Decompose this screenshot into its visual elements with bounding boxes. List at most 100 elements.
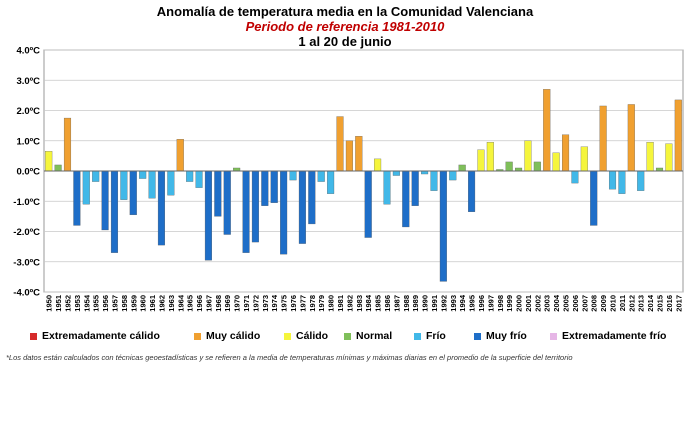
bar-2017 [674,99,682,172]
x-tick-label: 1983 [355,295,364,312]
bar-1953 [73,170,81,226]
bar-2003 [543,89,551,172]
x-tick-label: 1986 [383,295,392,312]
x-tick-label: 1971 [242,295,251,312]
x-tick-label: 1968 [214,295,223,312]
x-tick-label: 1965 [186,295,195,312]
bar-1980 [327,170,335,194]
x-tick-label: 2016 [665,295,674,312]
x-tick-label: 1995 [468,295,477,312]
x-tick-label: 1957 [110,295,119,312]
x-tick-label: 1998 [496,295,505,312]
x-tick-label: 1997 [486,295,495,312]
x-tick-label: 1970 [233,295,242,312]
x-tick-label: 1987 [392,295,401,312]
x-tick-label: 2000 [515,295,524,312]
legend-label: Muy frío [486,330,527,342]
bar-1987 [392,170,400,176]
bar-2002 [533,161,541,172]
bar-2013 [637,170,645,191]
bar-1961 [148,170,156,199]
x-tick-label: 1955 [92,295,101,312]
bar-1954 [82,170,90,205]
chart-header: Anomalía de temperatura media en la Comu… [0,4,690,49]
x-tick-label: 1979 [317,295,326,312]
x-tick-label: 1961 [148,295,157,312]
bar-2001 [524,140,532,172]
x-tick-label: 2004 [552,294,561,312]
x-tick-label: 1960 [139,295,148,312]
bar-1972 [251,170,259,243]
x-tick-label: 1999 [505,295,514,312]
legend-item-extremadamente-calido: Extremadamente cálido [30,330,160,342]
legend-swatch [284,332,291,340]
x-tick-label: 1985 [374,295,383,312]
bar-1957 [110,170,119,253]
x-tick-label: 1966 [195,295,204,312]
x-tick-label: 2006 [571,295,580,312]
x-tick-label: 1996 [477,295,486,312]
y-tick-label: 0.0ºC [16,167,40,178]
x-tick-label: 1963 [167,295,176,312]
x-tick-label: 2005 [562,295,571,312]
x-tick-label: 1984 [364,294,373,312]
legend-swatch [414,332,421,340]
x-tick-label: 2014 [646,294,655,312]
bar-1966 [195,170,203,188]
x-tick-label: 1950 [45,295,54,312]
x-tick-label: 1951 [54,295,63,312]
bar-1982 [345,140,353,172]
y-tick-label: -1.0ºC [13,197,40,208]
bar-2005 [562,134,570,172]
bar-1960 [139,170,147,179]
x-tick-label: 1982 [345,295,354,312]
legend-item-normal: Normal [344,330,392,342]
legend-label: Extremadamente cálido [42,330,160,342]
x-tick-label: 2007 [580,295,589,312]
x-tick-label: 1964 [176,294,185,312]
x-tick-label: 1956 [101,295,110,312]
bar-1999 [505,161,513,172]
legend-label: Frío [426,330,446,342]
bar-2012 [627,104,635,172]
bar-1984 [364,170,372,238]
legend-swatch [474,332,481,340]
legend-item-muy-frio: Muy frío [474,330,527,342]
legend-label: Cálido [296,330,329,342]
x-tick-label: 1990 [421,295,430,312]
x-tick-label: 1980 [327,295,336,312]
bar-1951 [54,164,62,172]
bar-1956 [101,170,109,231]
bar-1996 [477,149,485,172]
bar-2016 [665,143,673,172]
legend-label: Extremadamente frío [562,330,667,342]
x-tick-label: 1958 [120,295,129,312]
bar-1977 [298,170,306,244]
bar-1978 [308,170,316,225]
x-tick-label: 2009 [599,295,608,312]
legend-swatch [30,332,37,340]
bar-2011 [618,170,626,194]
bar-2004 [552,152,560,172]
bar-1995 [468,170,476,212]
x-tick-label: 1952 [63,295,72,312]
bar-1988 [402,170,410,228]
x-tick-label: 1977 [298,295,307,312]
bar-1969 [223,170,231,235]
y-tick-label: -3.0ºC [13,257,40,268]
x-tick-label: 2003 [543,295,552,312]
y-tick-label: -4.0ºC [13,288,40,299]
x-tick-label: 1962 [157,295,166,312]
bar-1986 [383,170,391,205]
bar-1976 [289,170,297,181]
bar-1967 [204,170,212,261]
x-tick-label: 1969 [223,295,232,312]
x-tick-label: 2017 [674,295,683,312]
bar-1997 [486,142,494,172]
x-tick-label: 1981 [336,295,345,312]
x-tick-label: 1991 [430,295,439,312]
bar-1994 [458,164,466,172]
bar-1958 [120,170,128,200]
bar-1973 [261,170,269,206]
